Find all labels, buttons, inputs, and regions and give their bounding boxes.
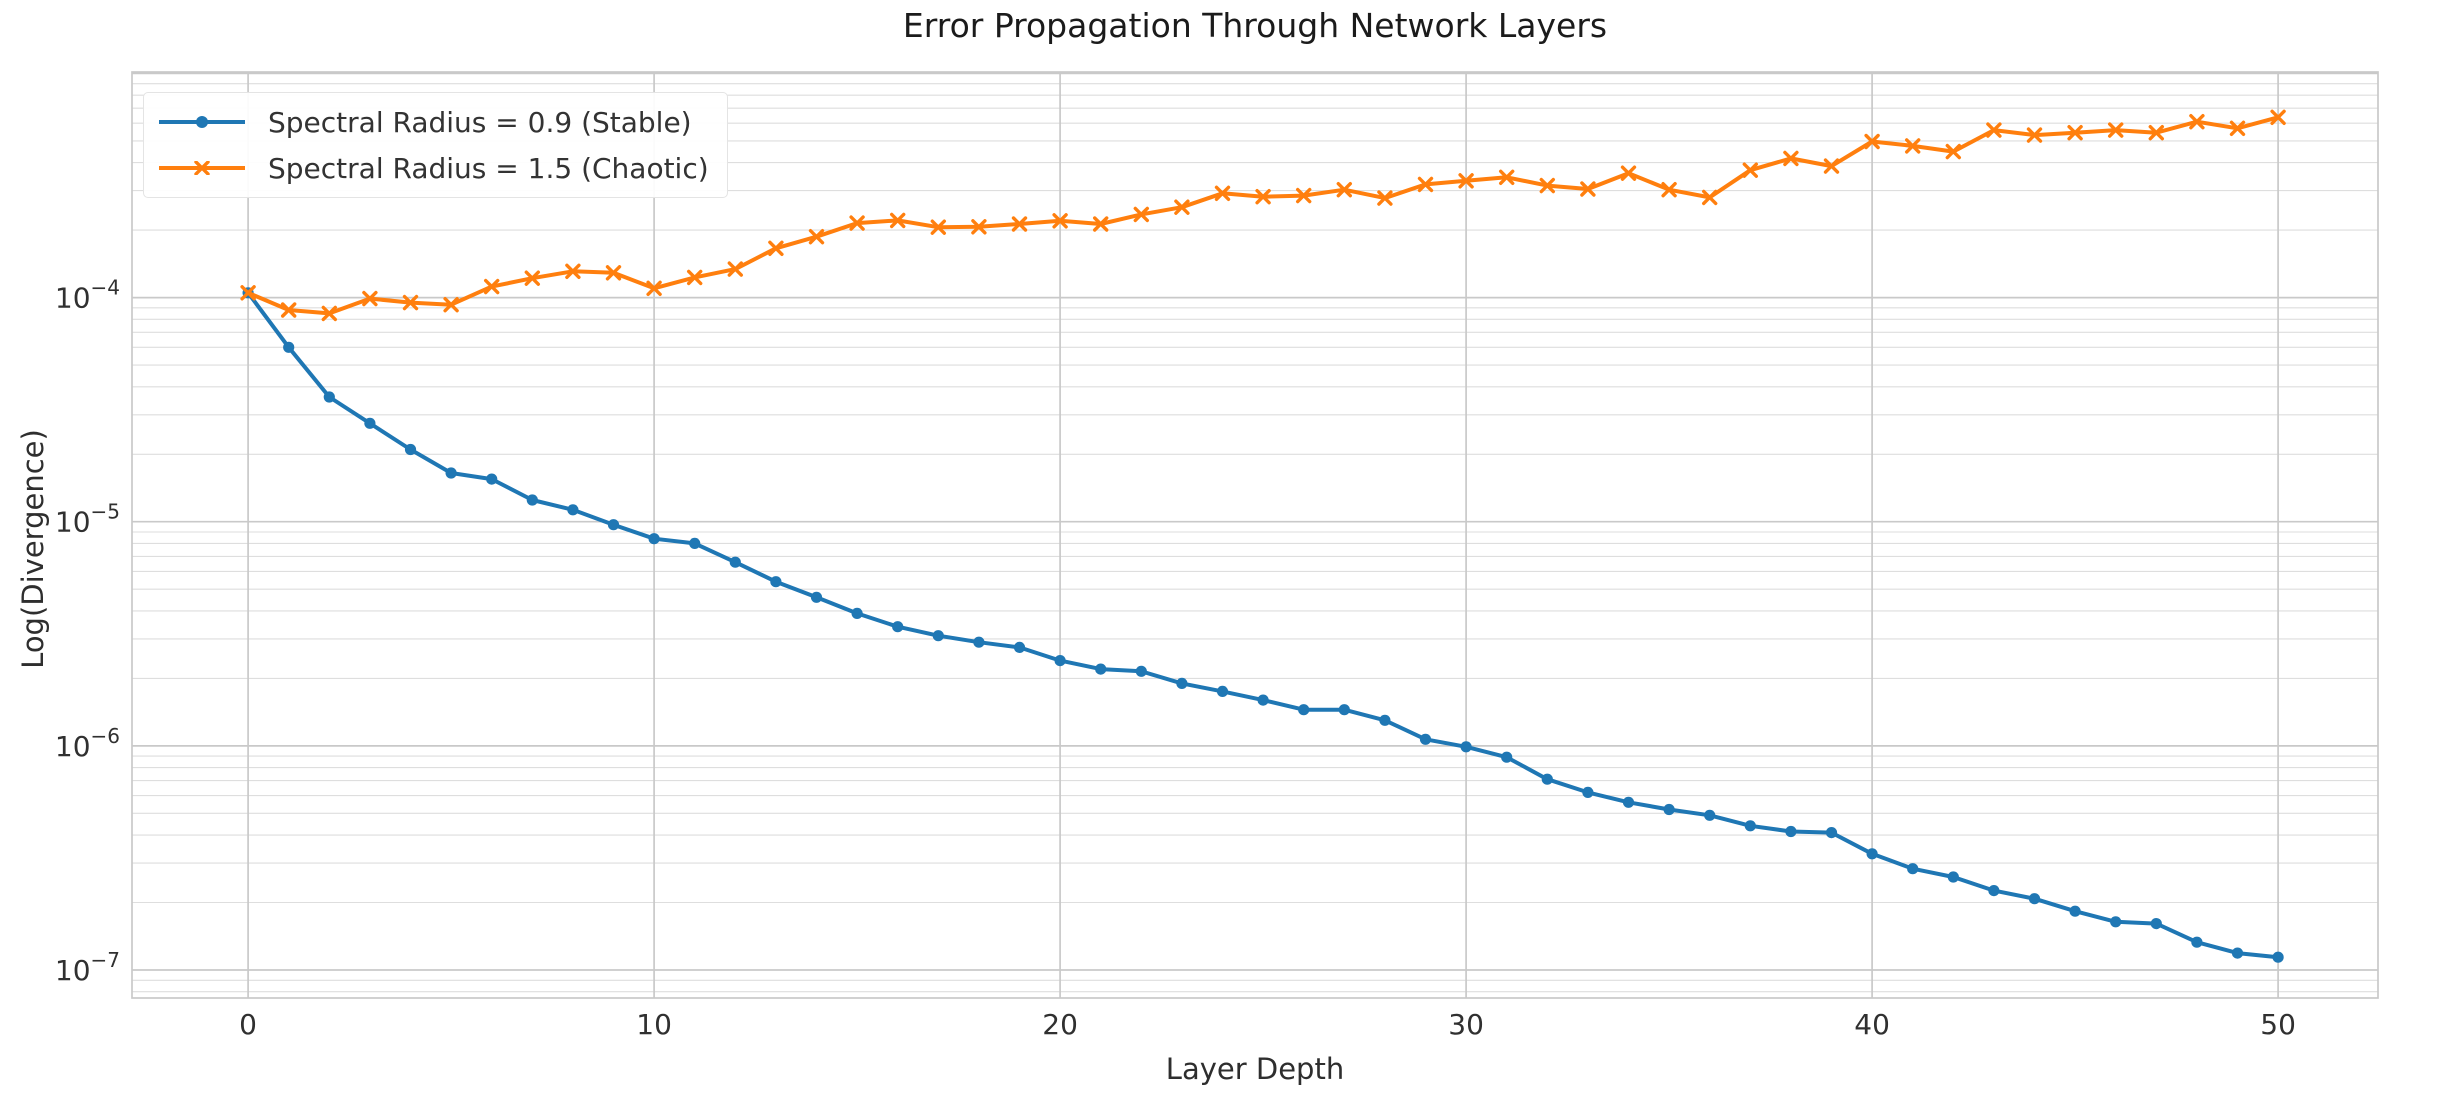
legend-label-stable: Spectral Radius = 0.9 (Stable) bbox=[268, 105, 692, 139]
svg-text:30: 30 bbox=[1448, 1008, 1484, 1041]
plot-spine bbox=[131, 71, 2379, 999]
chaotic-line-marker-icon bbox=[159, 161, 245, 175]
x-major-gridlines bbox=[247, 72, 2279, 998]
y-minor-gridlines bbox=[132, 83, 2378, 993]
x-axis-label: Layer Depth bbox=[1165, 1052, 1345, 1086]
y-axis-label: Log(Divergence) bbox=[16, 429, 50, 669]
svg-text:50: 50 bbox=[2260, 1008, 2296, 1041]
series-stable-line bbox=[242, 287, 2284, 963]
x-tick-labels: 0 10 20 30 40 50 bbox=[239, 1008, 2296, 1041]
series-chaotic-line bbox=[240, 109, 2286, 322]
legend-item-stable: Spectral Radius = 0.9 (Stable) bbox=[156, 99, 709, 145]
svg-text:0: 0 bbox=[239, 1008, 257, 1041]
y-major-gridlines bbox=[132, 72, 2378, 971]
chart-title: Error Propagation Through Network Layers bbox=[902, 6, 1608, 45]
svg-text:40: 40 bbox=[1854, 1008, 1890, 1041]
svg-text:20: 20 bbox=[1042, 1008, 1078, 1041]
stable-line-marker-icon bbox=[159, 116, 245, 128]
legend-label-chaotic: Spectral Radius = 1.5 (Chaotic) bbox=[268, 151, 709, 185]
legend-item-chaotic: Spectral Radius = 1.5 (Chaotic) bbox=[156, 145, 709, 191]
legend: Spectral Radius = 0.9 (Stable) Spectral … bbox=[143, 92, 728, 198]
y-axis-label-wrap: Log(Divergence) bbox=[0, 0, 66, 1098]
svg-text:10: 10 bbox=[636, 1008, 672, 1041]
